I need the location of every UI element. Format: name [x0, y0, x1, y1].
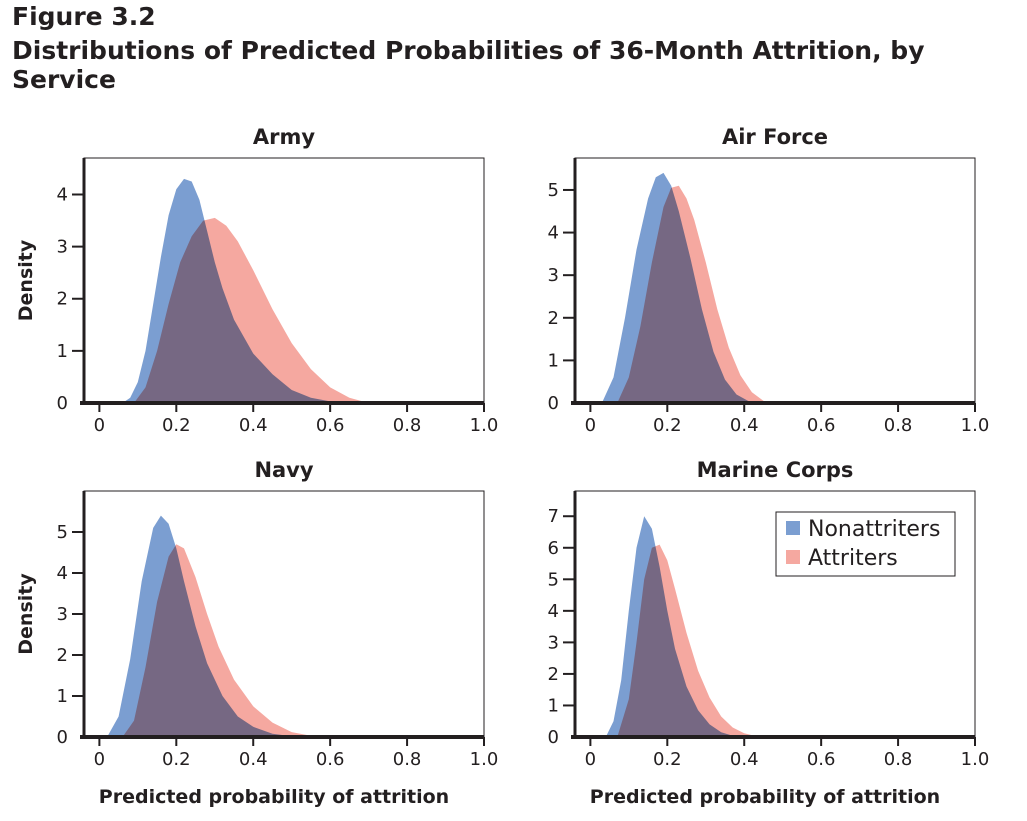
figure-title: Distributions of Predicted Probabilities…: [12, 36, 925, 94]
y-tick-label: 4: [548, 601, 559, 622]
density-area-attriters: [617, 544, 768, 737]
x-tick-label: 0: [94, 415, 105, 436]
y-tick-label: 0: [57, 393, 68, 414]
y-tick-label: 3: [57, 604, 68, 625]
y-tick-label: 3: [548, 265, 559, 286]
y-tick-label: 2: [548, 308, 559, 329]
y-tick-label: 1: [57, 341, 68, 362]
y-tick-label: 4: [548, 223, 559, 244]
panel-marine-corps: 0 1 2 3 4 5 6 7 0 0.2 0.4 0.6 0.8 1.0 Marine Corps Pred…: [548, 458, 990, 808]
panel-title: Marine Corps: [697, 458, 854, 482]
x-tick-label: 0.8: [393, 415, 422, 436]
x-tick-label: 0.8: [884, 415, 913, 436]
y-tick-label: 1: [548, 350, 559, 371]
x-tick-label: 0.2: [653, 415, 682, 436]
panel-navy: 0 1 2 3 4 5 0 0.2 0.4 0.6 0.8 1.0 Navy Density Predict…: [15, 458, 498, 808]
y-axis-title: Density: [15, 573, 37, 655]
x-tick-label: 0: [94, 749, 105, 770]
series-group: [107, 515, 323, 737]
x-tick-label: 0.6: [316, 749, 345, 770]
x-axis-title: Predicted probability of attrition: [99, 786, 449, 808]
x-tick-label: 0.4: [239, 415, 268, 436]
panel-title: Navy: [254, 458, 313, 482]
legend-label-nonattriters: Nonattriters: [808, 517, 940, 542]
y-tick-label: 2: [57, 289, 68, 310]
x-axis-title: Predicted probability of attrition: [590, 786, 940, 808]
y-tick-label: 2: [548, 664, 559, 685]
x-tick-label: 0.2: [162, 749, 191, 770]
x-tick-label: 0.6: [807, 415, 836, 436]
y-axis-title: Density: [15, 239, 37, 321]
x-tick-label: 1.0: [470, 415, 499, 436]
y-tick-label: 5: [548, 569, 559, 590]
legend-swatch-attriters: [786, 550, 800, 564]
x-tick-label: 1.0: [961, 415, 990, 436]
x-tick-label: 0.8: [393, 749, 422, 770]
panel-title: Army: [253, 125, 315, 149]
y-tick-label: 0: [548, 393, 559, 414]
x-tick-label: 0: [585, 415, 596, 436]
x-tick-label: 0.2: [162, 415, 191, 436]
legend-label-attriters: Attriters: [808, 546, 898, 571]
x-tick-label: 0.6: [807, 749, 836, 770]
x-tick-label: 1.0: [470, 749, 499, 770]
x-tick-label: 0: [585, 749, 596, 770]
legend-box: [775, 511, 956, 577]
panel-air-force: 0 1 2 3 4 5 0 0.2 0.4 0.6 0.8 1.0 Air Force: [548, 125, 990, 436]
series-group: [601, 172, 775, 403]
y-tick-label: 1: [548, 695, 559, 716]
density-area-attriters: [134, 217, 369, 403]
y-tick-label: 6: [548, 538, 559, 559]
density-area-attriters: [122, 544, 323, 737]
y-tick-label: 7: [548, 506, 559, 527]
figure-label: Figure 3.2: [12, 2, 156, 31]
x-tick-label: 0.4: [730, 749, 759, 770]
y-tick-label: 4: [57, 563, 68, 584]
y-tick-label: 2: [57, 645, 68, 666]
y-tick-label: 0: [548, 727, 559, 748]
series-group: [605, 516, 768, 737]
legend: Nonattriters Attriters: [775, 511, 956, 577]
x-tick-label: 0.4: [239, 749, 268, 770]
x-tick-label: 0.4: [730, 415, 759, 436]
density-area-attriters: [617, 185, 775, 403]
y-tick-label: 5: [57, 522, 68, 543]
y-tick-label: 3: [548, 632, 559, 653]
y-tick-label: 3: [57, 237, 68, 258]
x-tick-label: 0.6: [316, 415, 345, 436]
y-tick-label: 4: [57, 184, 68, 205]
x-tick-label: 1.0: [961, 749, 990, 770]
y-tick-label: 1: [57, 686, 68, 707]
y-tick-label: 0: [57, 727, 68, 748]
panel-army: 0 1 2 3 4 0 0.2 0.4 0.6 0.8 1.0 Army Density: [15, 125, 498, 436]
y-tick-label: 5: [548, 180, 559, 201]
legend-swatch-nonattriters: [786, 521, 800, 535]
x-tick-label: 0.2: [653, 749, 682, 770]
x-tick-label: 0.8: [884, 749, 913, 770]
panel-title: Air Force: [722, 125, 828, 149]
series-group: [122, 178, 369, 403]
